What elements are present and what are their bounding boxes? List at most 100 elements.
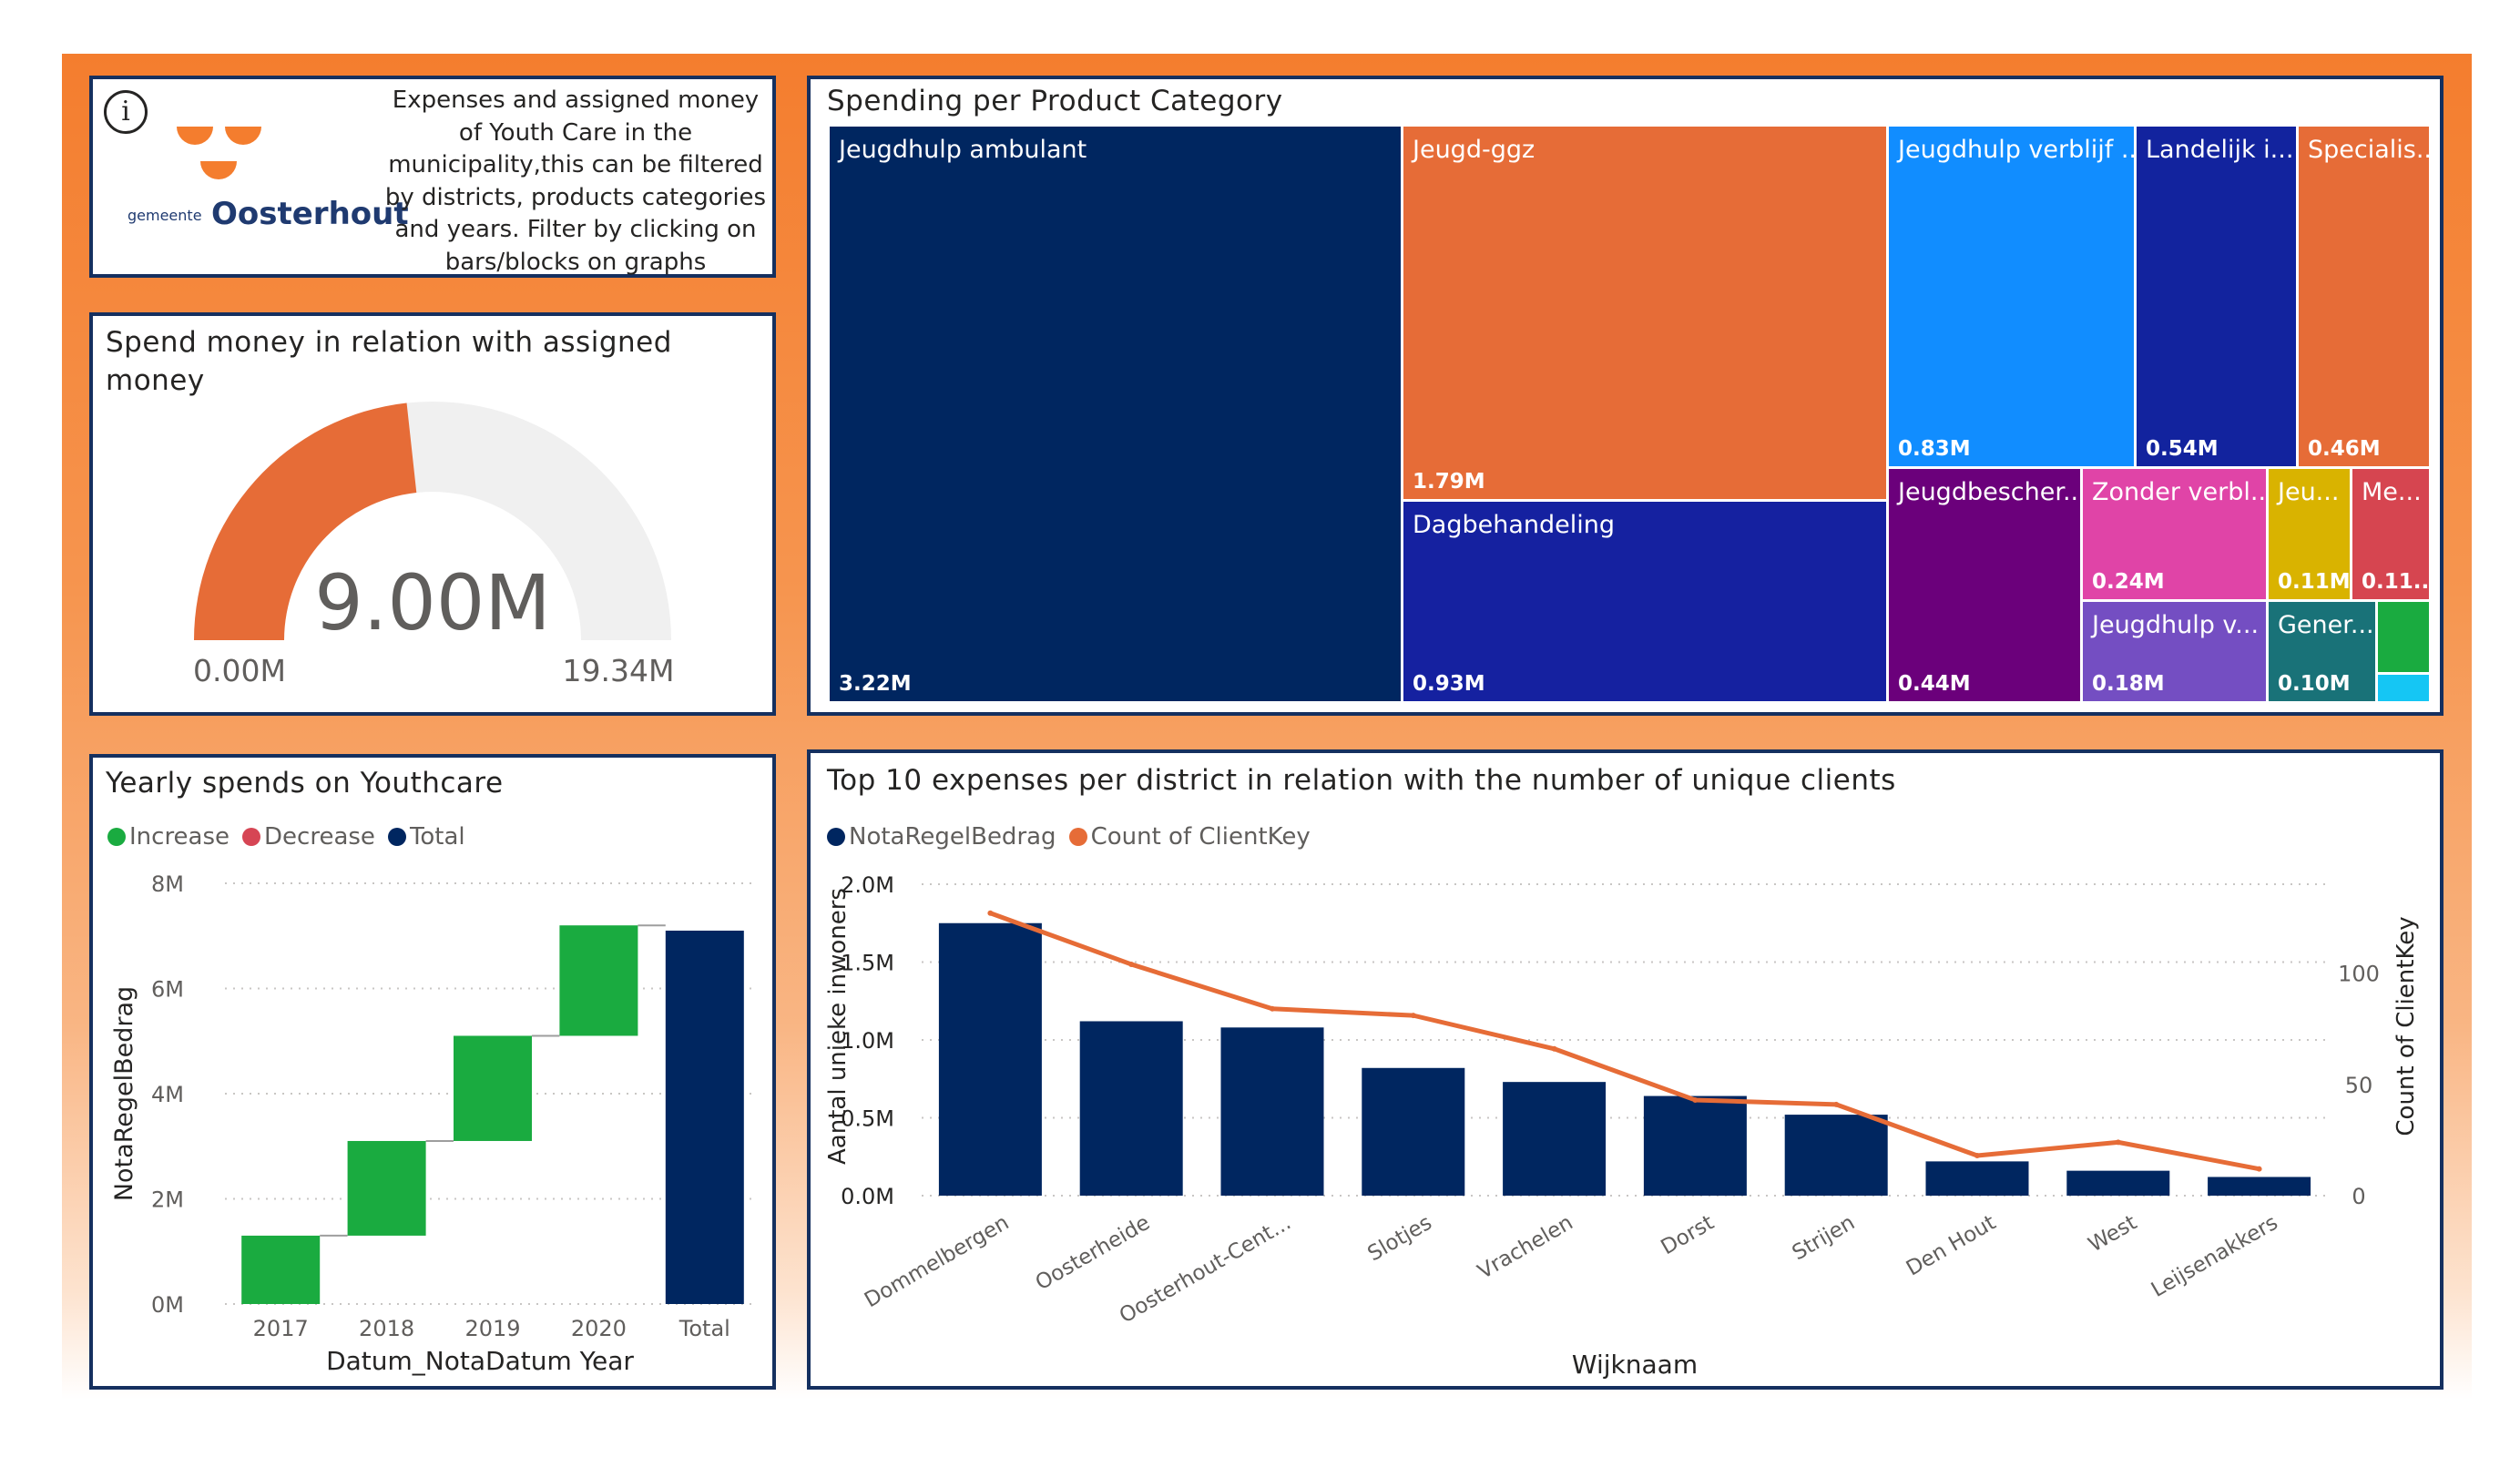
treemap-cell-value: 1.79M [1413,470,1485,494]
legend-count-clientkey[interactable]: Count of ClientKey [1068,823,1311,851]
x-tick-label: Total [678,1316,730,1341]
treemap-cell[interactable]: Specialis... 0.46M [2299,127,2432,469]
treemap-cell[interactable]: Me... 0.11... [2352,469,2432,602]
treemap-cell[interactable]: Gener... 0.10M [2269,602,2378,704]
waterfall-bar-increase [241,1235,321,1304]
legend-dot-decrease [242,828,261,846]
x-tick-label: Slotjes [1363,1211,1435,1267]
treemap-cell-value: 0.11M [2278,570,2351,594]
x-tick-label: Oosterheide [1032,1211,1154,1296]
treemap-cell[interactable]: Dagbehandeling 0.93M [1403,502,1889,704]
combo-chart: 0.0M 0.5M 1.0M 1.5M 2.0M 0 50 100 Aantal unieke … [824,872,2420,1380]
treemap-cell-label: Jeu... [2278,478,2340,506]
legend-dot-line [1068,828,1087,846]
waterfall-bar-increase [454,1035,532,1141]
treemap-cell-label: Jeugdhulp ambulant [839,136,1087,164]
legend-decrease[interactable]: Decrease [242,823,375,851]
waterfall-title: Yearly spends on Youthcare [106,767,504,800]
y-tick-label-right: 50 [2345,1073,2373,1098]
y-tick-label: 8M [151,871,184,897]
gauge-card: Spend money in relation with assigned mo… [89,312,776,716]
legend-increase[interactable]: Increase [107,823,230,851]
gauge-min-label: 0.00M [193,653,286,688]
y-tick-label: 2M [151,1187,184,1213]
treemap-cell-label: Zonder verbl... [2092,478,2269,506]
x-tick-label: 2018 [359,1316,414,1341]
treemap-cell[interactable]: Jeugd-ggz 1.79M [1403,127,1889,502]
district-bar [1643,1095,1747,1196]
x-tick-label: Strijen [1789,1211,1860,1266]
client-count-point [1833,1101,1840,1107]
y-tick-label-left: 1.5M [841,951,894,976]
y-axis-title: NotaRegelBedrag [110,986,138,1201]
treemap-cell[interactable]: Jeu... 0.11M [2269,469,2352,602]
client-count-point [1551,1045,1557,1052]
client-count-point [987,910,994,916]
x-tick-label: Leijsenakkers [2148,1211,2282,1302]
treemap-cell[interactable] [2378,675,2432,704]
treemap-cell-label: Jeugdhulp verblijf ... [1898,136,2137,164]
treemap-cell-value: 0.54M [2146,437,2219,461]
treemap-cell-value: 3.22M [839,672,912,696]
client-count-line [989,911,2260,1172]
treemap-cell[interactable]: Jeugdhulp ambulant 3.22M [830,127,1403,704]
combo-legend: NotaRegelBedrag Count of ClientKey [827,823,1323,851]
y-tick-label: 4M [151,1082,184,1107]
client-count-point [1974,1153,1980,1159]
treemap-cell-value: 0.24M [2092,570,2165,594]
treemap-cell-label: Dagbehandeling [1413,511,1615,539]
gauge-max-label: 19.34M [563,653,675,688]
client-count-point [2256,1166,2262,1172]
treemap-cell-label: Me... [2362,478,2422,506]
treemap-cell[interactable] [2378,602,2432,675]
waterfall-bar-increase [347,1140,426,1236]
combo-title: Top 10 expenses per district in relation… [827,764,1896,797]
treemap-cell-label: Landelijk i... [2146,136,2294,164]
legend-notaregelbedrag[interactable]: NotaRegelBedrag [827,823,1056,851]
y-tick-label: 6M [151,977,184,1003]
treemap-cell[interactable]: Zonder verbl... 0.24M [2083,469,2269,602]
legend-total[interactable]: Total [387,823,465,851]
info-description: Expenses and assigned money of Youth Car… [384,87,767,276]
oosterhout-logo [177,127,261,179]
x-tick-label: 2019 [464,1316,520,1341]
district-bar [1362,1067,1465,1196]
treemap-cell-label: Jeugdbescher... [1898,478,2083,506]
district-bar [1220,1027,1324,1196]
waterfall-legend: Increase Decrease Total [107,823,478,851]
waterfall-bar-increase [559,925,638,1036]
treemap-cell-value: 0.46M [2308,437,2381,461]
treemap-card: Spending per Product Category Jeugdhulp … [807,76,2443,716]
info-icon[interactable]: i [104,90,148,134]
gauge-chart: 9.00M 0.00M 19.34M [193,402,675,688]
legend-dot-bars [827,828,845,846]
treemap-cell[interactable]: Landelijk i... 0.54M [2137,127,2299,469]
y-tick-label-left: 0.5M [841,1106,894,1132]
waterfall-chart: 0M 2M 4M 6M 8M NotaRegelBedrag Datum_NotaDatum… [110,871,758,1376]
treemap-cell[interactable]: Jeugdhulp verblijf ... 0.83M [1889,127,2137,469]
x-tick-label: Den Hout [1903,1211,2000,1281]
info-card: i gemeente Oosterhout Expenses and assig… [89,76,776,278]
treemap-cell[interactable]: Jeugdbescher... 0.44M [1889,469,2083,704]
treemap-cell-value: 0.44M [1898,672,1971,696]
y-tick-label-left: 2.0M [841,872,894,898]
treemap-cell[interactable]: Jeugdhulp v... 0.18M [2083,602,2269,704]
y-tick-label-left: 1.0M [841,1028,894,1054]
combo-card: Top 10 expenses per district in relation… [807,749,2443,1390]
waterfall-card: Yearly spends on Youthcare Increase Decre… [89,754,776,1390]
district-bar [1925,1161,2029,1196]
y-tick-label-left: 0.0M [841,1184,894,1209]
x-axis-title: Datum_NotaDatum Year [326,1346,634,1376]
legend-dot-increase [107,828,126,846]
treemap-cell-label: Specialis... [2308,136,2432,164]
y-axis-title-left: Aantal unieke inwoners [824,888,852,1165]
gauge-fill [194,402,417,640]
client-count-point [1410,1013,1416,1019]
treemap-cell-label: Gener... [2278,611,2374,639]
gauge-title: Spend money in relation with assigned mo… [106,326,672,397]
district-bar [938,922,1042,1196]
client-count-point [1692,1096,1699,1103]
x-tick-label: West [2085,1211,2141,1258]
x-tick-label: Vrachelen [1474,1211,1576,1284]
y-tick-label-right: 0 [2352,1184,2365,1209]
